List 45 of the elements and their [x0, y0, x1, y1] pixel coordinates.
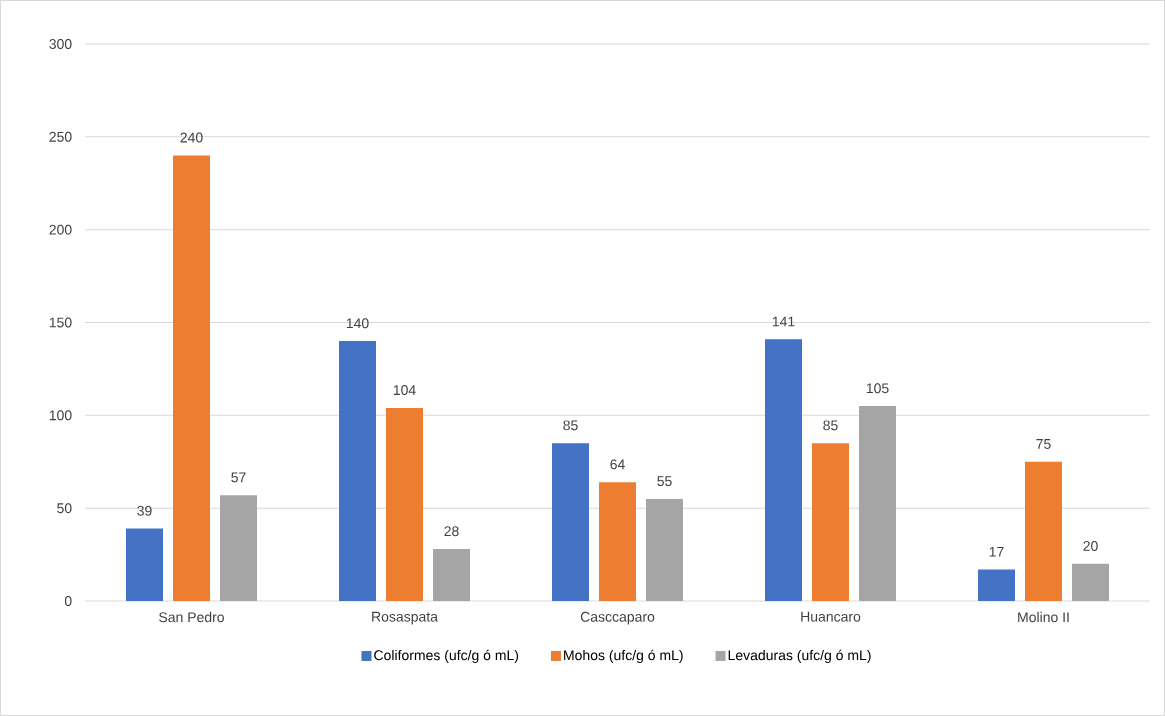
data-label: 105 [866, 383, 889, 394]
bar [646, 498, 683, 601]
y-tick-label: 300 [49, 39, 72, 49]
legend-label: Coliformes (ufc/g ó mL) [374, 649, 519, 663]
bar [859, 406, 896, 601]
bar [552, 443, 589, 601]
data-label: 104 [393, 385, 416, 396]
legend-label: Mohos (ufc/g ó mL) [564, 649, 683, 663]
data-label: 240 [180, 132, 203, 143]
legend-label: Levaduras (ufc/g ó mL) [728, 649, 871, 663]
bar [765, 339, 802, 601]
y-tick-label: 100 [49, 410, 72, 421]
bar [220, 495, 257, 601]
y-tick-label: 250 [49, 131, 72, 142]
bar [1072, 563, 1109, 601]
data-label: 75 [1036, 439, 1051, 449]
bar [812, 443, 849, 601]
data-label: 85 [823, 420, 838, 431]
bar [339, 341, 376, 601]
y-tick-label: 50 [57, 503, 72, 514]
data-label: 55 [657, 476, 672, 487]
y-tick-label: 200 [49, 224, 72, 235]
bar [173, 155, 210, 601]
bar [978, 569, 1015, 601]
y-tick-label: 0 [64, 596, 72, 606]
bar [126, 528, 163, 601]
bar [386, 407, 423, 601]
data-label: 64 [610, 459, 625, 470]
x-tick-label: Rosaspata [372, 611, 438, 625]
data-label: 39 [137, 505, 152, 516]
y-tick-label: 150 [49, 317, 72, 328]
data-label: 28 [444, 526, 459, 537]
x-tick-label: Molino II [1018, 611, 1069, 623]
data-label: 57 [231, 472, 246, 483]
data-label: 141 [772, 316, 795, 327]
bar [1025, 461, 1062, 601]
x-tick-label: San Pedro [159, 611, 224, 623]
x-tick-label: Huancaro [801, 611, 861, 622]
data-label: 20 [1083, 541, 1098, 552]
bar [433, 549, 470, 601]
data-label: 85 [563, 420, 578, 431]
bar [599, 482, 636, 601]
data-label: 17 [989, 546, 1004, 557]
data-label: 140 [346, 318, 369, 329]
x-tick-label: Casccaparo [580, 611, 655, 625]
